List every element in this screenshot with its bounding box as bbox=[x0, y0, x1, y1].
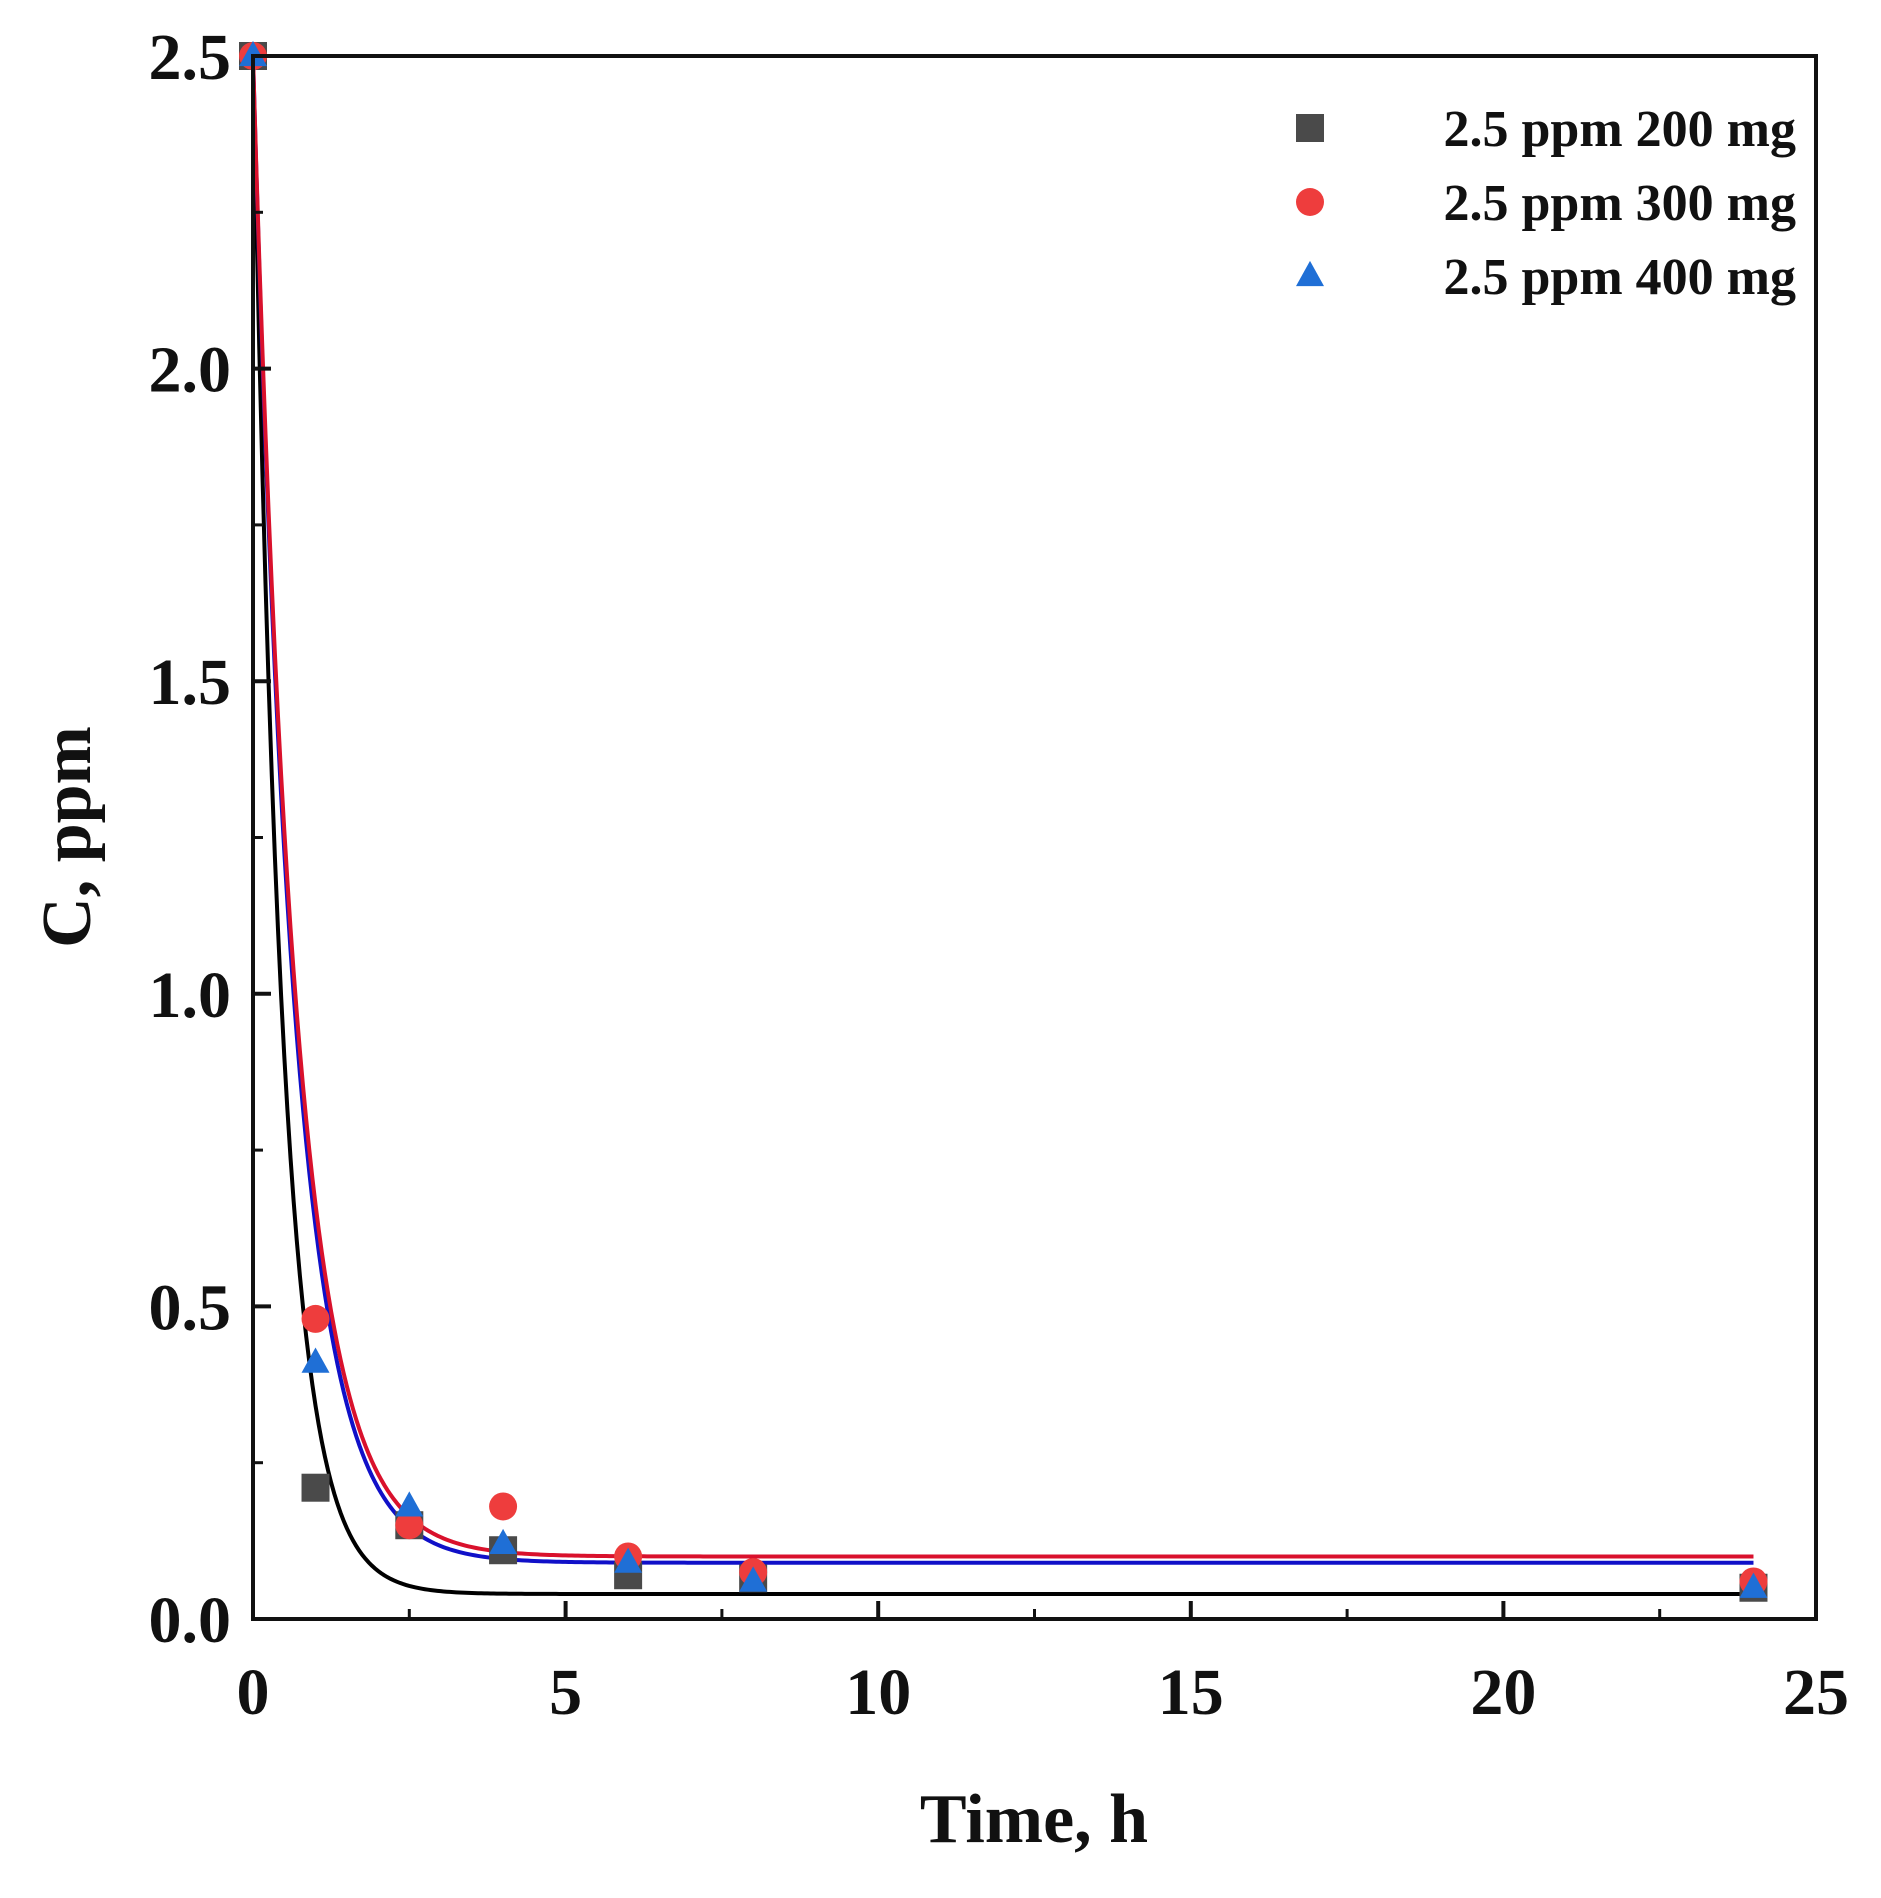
data-points bbox=[239, 40, 1768, 1602]
data-point-series-3 bbox=[301, 1347, 330, 1373]
x-tick-label: 10 bbox=[845, 1656, 911, 1729]
legend-marker-1 bbox=[1296, 114, 1324, 142]
data-point-series-2 bbox=[395, 1511, 424, 1540]
x-axis: 0 5 10 15 20 25 bbox=[237, 1601, 1849, 1729]
y-axis-title: C, ppm bbox=[29, 726, 106, 948]
y-tick-label: 1.5 bbox=[149, 646, 232, 719]
x-tick-label: 25 bbox=[1783, 1656, 1849, 1729]
plot-area bbox=[253, 56, 1816, 1619]
data-point-series-3 bbox=[1739, 1572, 1768, 1598]
y-tick-label: 0.0 bbox=[149, 1584, 232, 1657]
legend: 2.5 ppm 200 mg 2.5 ppm 300 mg 2.5 ppm 400 … bbox=[1296, 101, 1796, 306]
data-point-series-3 bbox=[614, 1547, 643, 1573]
y-tick-label: 2.5 bbox=[149, 21, 232, 94]
data-point-series-1 bbox=[301, 1473, 330, 1502]
data-point-series-3 bbox=[239, 40, 267, 67]
x-tick-label: 20 bbox=[1470, 1656, 1536, 1729]
x-tick-label: 15 bbox=[1158, 1656, 1224, 1729]
data-point-series-2 bbox=[301, 1304, 330, 1333]
legend-label-3: 2.5 ppm 400 mg bbox=[1444, 249, 1796, 306]
legend-marker-3 bbox=[1296, 260, 1324, 287]
y-axis: 0.0 0.5 1.0 1.5 2.0 2.5 bbox=[149, 21, 271, 1657]
y-tick-label: 2.0 bbox=[149, 334, 232, 407]
x-tick-label: 0 bbox=[237, 1656, 270, 1729]
legend-label-1: 2.5 ppm 200 mg bbox=[1444, 101, 1796, 158]
legend-label-2: 2.5 ppm 300 mg bbox=[1444, 175, 1796, 232]
data-point-series-3 bbox=[395, 1491, 424, 1517]
x-axis-title: Time, h bbox=[920, 1781, 1148, 1858]
legend-marker-2 bbox=[1296, 188, 1324, 216]
fit-curve-1 bbox=[251, 55, 1754, 1596]
y-tick-label: 0.5 bbox=[149, 1271, 232, 1344]
data-point-series-3 bbox=[489, 1528, 518, 1555]
y-tick-label: 1.0 bbox=[149, 959, 232, 1032]
data-point-series-3 bbox=[739, 1566, 768, 1592]
data-point-series-2 bbox=[489, 1492, 518, 1521]
x-tick-label: 5 bbox=[549, 1656, 582, 1729]
